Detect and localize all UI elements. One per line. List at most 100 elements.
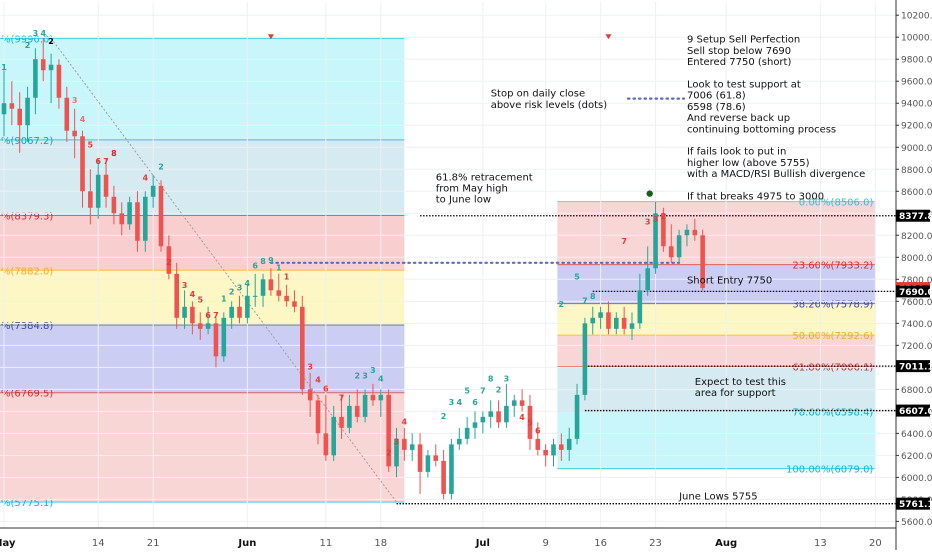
time-tick-label: 20	[869, 538, 882, 549]
count-label: 4	[190, 290, 196, 299]
fib-level-label: 38.20%(7578.9)	[792, 300, 873, 311]
sell-setup-marker	[267, 34, 274, 40]
fib-zone	[0, 392, 405, 503]
count-label: 5	[464, 387, 470, 396]
annotation-line: area for support	[695, 388, 776, 399]
count-label: 5	[88, 140, 94, 149]
count-label: 5	[527, 419, 533, 428]
annotation-line: 61.8% retracement	[436, 172, 533, 183]
price-badge-label: 8377.8	[899, 212, 932, 222]
price-badge-label: 5761.1	[899, 500, 932, 510]
annotation-line: 9 Setup Sell Perfection	[687, 35, 800, 46]
candle-body	[496, 411, 501, 423]
count-label: 4	[519, 413, 525, 422]
candle-body	[95, 174, 101, 208]
fib-zone	[0, 324, 405, 393]
count-label: 3	[504, 375, 510, 384]
price-badge-label: 6607.0	[899, 407, 932, 417]
candle-body	[143, 196, 148, 241]
candle-body	[229, 306, 234, 318]
count-label: 4	[143, 173, 149, 182]
perfection-marker	[646, 190, 653, 197]
count-label: 3	[72, 96, 78, 105]
count-label: 4	[378, 375, 384, 384]
annotation-line: Stop on daily close	[491, 89, 585, 100]
count-label: 5	[197, 295, 203, 304]
count-label: 3	[182, 281, 188, 290]
candle-body	[182, 306, 187, 318]
count-label: 3	[370, 366, 376, 375]
candle-body	[166, 246, 172, 274]
price-tick-label: 8800.0	[901, 166, 932, 176]
candle-body	[48, 64, 54, 71]
candle-body	[260, 279, 266, 296]
price-badge-label: 7690.0	[899, 288, 932, 298]
candle-body	[386, 394, 391, 467]
count-label: 8	[111, 149, 117, 158]
annotation-line: If fails look to put in	[687, 147, 786, 158]
candle-body	[197, 323, 203, 329]
candle-body	[307, 389, 313, 401]
count-label: 1	[284, 272, 290, 281]
time-tick-label: 11	[319, 538, 332, 549]
count-label: 7	[480, 387, 486, 396]
candle-body	[551, 444, 556, 456]
annotation-line: Look to test support at	[687, 80, 801, 91]
time-tick-label: Jun	[237, 538, 256, 549]
price-tick-label: 6800.0	[901, 386, 932, 396]
candle-body	[276, 290, 282, 296]
candle-body	[480, 416, 486, 423]
candle-body	[347, 405, 352, 428]
count-label: 3	[237, 283, 243, 292]
price-tick-label: 7400.0	[901, 320, 932, 330]
count-label: 3	[653, 215, 659, 224]
annotation-line: from May high	[436, 183, 508, 194]
candle-body	[645, 268, 650, 291]
candle-body	[457, 438, 462, 445]
annotation-line: 6598 (78.6)	[687, 102, 746, 113]
candle-body	[339, 416, 344, 428]
time-tick-label: 21	[147, 538, 160, 549]
count-label: 6	[472, 398, 478, 407]
fib-zone	[557, 335, 876, 367]
annotation-line: Entered 7750 (short)	[687, 57, 792, 68]
count-label: 2	[229, 288, 235, 297]
price-tick-label: 7800.0	[901, 276, 932, 286]
candle-body	[17, 108, 22, 126]
price-tick-label: 6400.0	[901, 430, 932, 440]
price-tick-label: 6000.0	[901, 474, 932, 484]
price-tick-label: 9800.0	[901, 56, 932, 66]
price-tick-label: 10000.0	[901, 34, 932, 44]
candle-body	[135, 202, 140, 241]
candle-body	[56, 64, 62, 98]
candle-body	[425, 455, 431, 472]
time-tick-label: Aug	[715, 538, 737, 549]
candle-body	[284, 295, 289, 302]
fib-zone	[0, 139, 405, 216]
count-label: 4	[40, 29, 46, 38]
candle-body	[535, 438, 541, 450]
candle-body	[629, 323, 635, 329]
candle-body	[370, 394, 376, 401]
candle-body	[527, 405, 533, 439]
candle-body	[590, 317, 596, 324]
count-label: 3	[645, 217, 651, 226]
price-tick-label: 9400.0	[901, 100, 932, 110]
count-label: 7	[582, 297, 588, 306]
annotation-line: to June low	[436, 195, 491, 206]
candle-body	[449, 444, 454, 494]
candle-body	[511, 400, 517, 406]
fib-level-label: 0.00%(8506.0)	[799, 198, 874, 209]
candle-body	[268, 279, 274, 291]
count-label: 7	[103, 157, 109, 166]
price-badge	[896, 209, 930, 222]
candle-body	[315, 400, 321, 434]
price-badge	[896, 285, 930, 298]
candle-body	[127, 202, 132, 225]
candle-body	[174, 273, 179, 318]
price-badge	[896, 497, 930, 510]
sell-setup-marker	[605, 34, 612, 40]
count-label: 2	[661, 212, 667, 221]
price-tick-label: 5600.0	[901, 518, 932, 528]
